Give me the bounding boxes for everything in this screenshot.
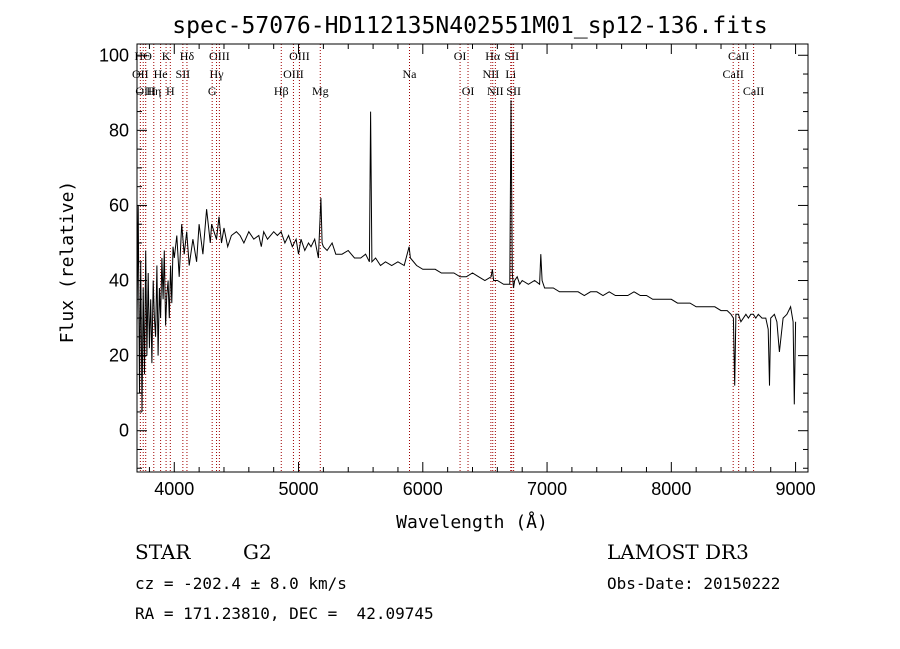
survey-name: LAMOST DR3 [607, 540, 749, 564]
x-axis-label: Wavelength (Å) [396, 511, 548, 533]
line-marker-label-22: SII [504, 49, 519, 63]
line-marker-label-16: Na [403, 67, 418, 81]
line-marker-label-26: CaII [723, 67, 744, 81]
y-tick-label-60: 60 [109, 195, 129, 215]
line-marker-label-9: OIII [209, 49, 230, 63]
x-tick-label-6000: 6000 [403, 479, 443, 499]
line-marker-label-10: Hγ [210, 67, 225, 81]
plot-frame [136, 43, 809, 473]
x-tick-label-9000: 9000 [776, 479, 816, 499]
series-line-flux [136, 100, 797, 412]
line-marker-label-25: CaII [728, 49, 749, 63]
line-marker-label-0: HΘ [135, 49, 153, 63]
line-marker-label-4: He [154, 67, 168, 81]
line-marker-label-19: Hα [485, 49, 501, 63]
line-marker-label-6: SII [176, 67, 191, 81]
y-tick-label-0: 0 [119, 421, 129, 441]
y-tick-label-40: 40 [109, 271, 129, 291]
observation-date: Obs-Date: 20150222 [607, 574, 781, 593]
line-marker-label-20: NII [483, 67, 500, 81]
coordinates: RA = 171.23810, DEC = 42.09745 [135, 604, 434, 623]
line-marker-label-11: G [208, 84, 217, 98]
line-marker-label-5: Hη [146, 84, 161, 98]
object-class: STAR [135, 540, 191, 564]
x-tick-label-7000: 7000 [527, 479, 567, 499]
x-tick-label-4000: 4000 [154, 479, 194, 499]
line-marker-label-24: SII [506, 84, 521, 98]
x-tick-label-5000: 5000 [279, 479, 319, 499]
x-tick-label-8000: 8000 [651, 479, 691, 499]
y-tick-label-100: 100 [99, 45, 129, 65]
line-marker-label-13: OIII [283, 67, 304, 81]
axis-ticks: 4000 5000 6000 7000 8000 9000 0 20 40 60 80 100 [99, 44, 816, 499]
spectrum-series [136, 100, 797, 412]
y-axis-label: Flux (relative) [57, 181, 78, 344]
line-marker-label-23: Li [505, 67, 516, 81]
line-marker-label-14: Hβ [274, 84, 289, 98]
line-marker-label-12: OIII [289, 49, 310, 63]
line-marker-label-2: OIII [135, 84, 156, 98]
line-marker-label-8: Hδ [180, 49, 195, 63]
y-tick-label-80: 80 [109, 120, 129, 140]
chart-title: spec-57076-HD112135N402551M01_sp12-136.f… [172, 13, 767, 39]
line-marker-label-15: Mg [312, 84, 329, 98]
line-marker-label-18: OI [462, 84, 475, 98]
line-marker-label-17: OI [454, 49, 467, 63]
line-marker-label-21: NII [487, 84, 504, 98]
line-marker-label-7: H [166, 84, 175, 98]
redshift-velocity: cz = -202.4 ± 8.0 km/s [135, 574, 347, 593]
line-marker-label-27: CaII [743, 84, 764, 98]
y-tick-label-20: 20 [109, 346, 129, 366]
spectral-subclass: G2 [243, 540, 272, 564]
line-marker-label-3: K [162, 49, 171, 63]
